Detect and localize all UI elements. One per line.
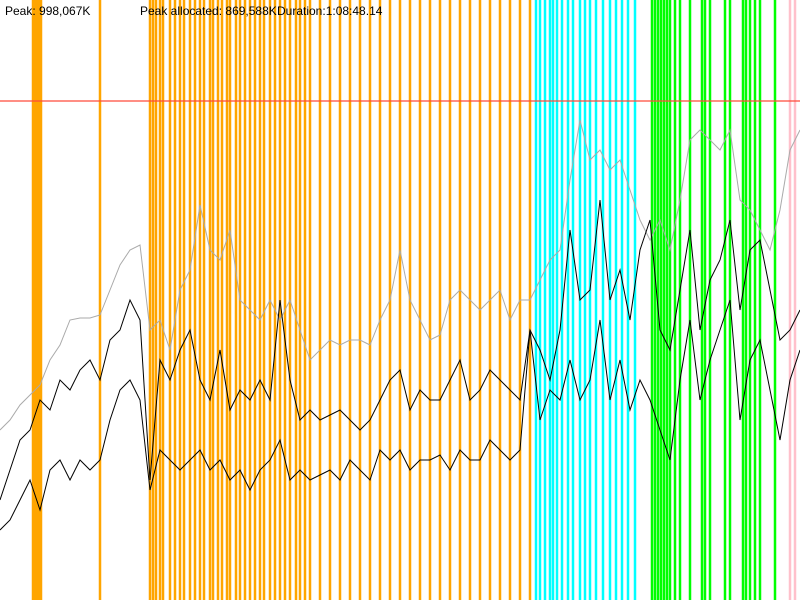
memory-line [0, 119, 800, 431]
peak-label: Peak: 998,067K [5, 4, 90, 18]
line-layer [0, 100, 800, 531]
memory-line [0, 299, 800, 531]
memory-line [0, 199, 800, 501]
peak-allocated-label: Peak allocated: 869,588K [140, 4, 277, 18]
event-layer [31, 0, 797, 600]
duration-label: Duration:1:08:48.14 [277, 4, 383, 18]
